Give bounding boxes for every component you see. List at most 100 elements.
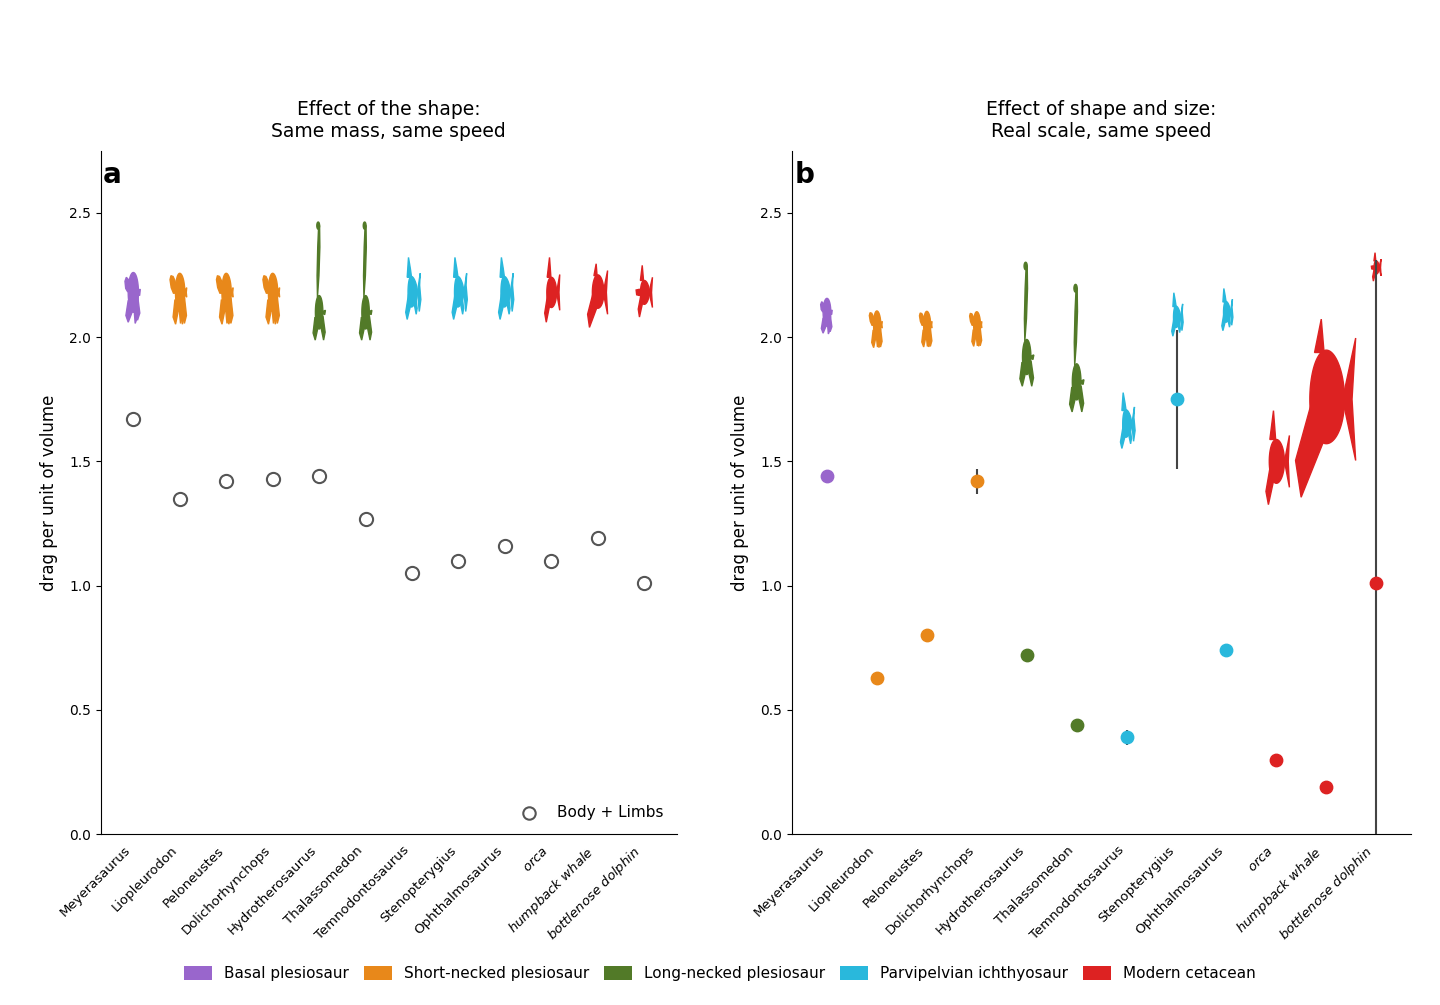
Polygon shape — [923, 312, 930, 338]
Polygon shape — [500, 257, 504, 277]
Polygon shape — [969, 314, 975, 326]
Polygon shape — [870, 313, 874, 326]
Polygon shape — [219, 299, 225, 325]
Polygon shape — [276, 287, 279, 297]
Polygon shape — [137, 298, 140, 321]
Polygon shape — [1174, 307, 1181, 328]
Point — [1215, 642, 1238, 658]
Polygon shape — [1296, 405, 1323, 497]
Polygon shape — [1374, 261, 1380, 274]
Point — [122, 411, 145, 427]
Polygon shape — [1223, 288, 1225, 303]
Polygon shape — [1269, 439, 1284, 483]
Polygon shape — [1181, 304, 1184, 331]
Polygon shape — [824, 298, 831, 327]
Polygon shape — [464, 273, 468, 312]
Polygon shape — [871, 330, 876, 348]
Polygon shape — [452, 294, 456, 320]
Polygon shape — [183, 298, 186, 324]
Point — [261, 470, 284, 486]
Polygon shape — [831, 311, 832, 315]
Polygon shape — [454, 257, 458, 277]
Point — [965, 473, 988, 489]
Polygon shape — [1031, 355, 1034, 360]
Polygon shape — [176, 273, 184, 312]
Polygon shape — [920, 313, 924, 326]
Polygon shape — [649, 277, 652, 308]
Polygon shape — [603, 270, 608, 315]
Point — [540, 553, 563, 569]
Polygon shape — [1123, 410, 1132, 437]
Polygon shape — [134, 300, 137, 324]
Polygon shape — [641, 280, 649, 305]
Polygon shape — [317, 225, 320, 297]
Polygon shape — [138, 289, 140, 295]
Point — [308, 468, 331, 484]
Polygon shape — [507, 295, 510, 315]
Polygon shape — [979, 329, 982, 346]
Polygon shape — [272, 299, 275, 324]
Polygon shape — [363, 225, 366, 297]
Polygon shape — [877, 330, 878, 347]
Title: Effect of the shape:
Same mass, same speed: Effect of the shape: Same mass, same spe… — [271, 99, 507, 141]
Y-axis label: drag per unit of volume: drag per unit of volume — [732, 394, 749, 591]
Polygon shape — [557, 274, 560, 311]
Polygon shape — [1224, 302, 1230, 323]
Point — [1165, 391, 1188, 407]
Polygon shape — [1372, 268, 1375, 281]
Polygon shape — [1172, 292, 1176, 307]
Polygon shape — [1284, 435, 1289, 487]
Polygon shape — [1122, 393, 1126, 410]
Polygon shape — [1120, 426, 1125, 448]
Point — [446, 553, 469, 569]
Polygon shape — [360, 317, 364, 340]
Polygon shape — [930, 322, 932, 328]
Polygon shape — [878, 329, 883, 347]
Polygon shape — [367, 317, 372, 340]
Polygon shape — [1132, 407, 1135, 441]
Point — [1264, 752, 1287, 768]
Polygon shape — [266, 299, 271, 325]
Polygon shape — [821, 302, 824, 312]
Polygon shape — [592, 274, 603, 309]
Polygon shape — [511, 273, 514, 312]
Polygon shape — [317, 222, 320, 229]
Polygon shape — [1074, 284, 1077, 292]
Point — [1365, 575, 1388, 591]
Polygon shape — [547, 277, 556, 308]
Text: b: b — [795, 161, 815, 189]
Polygon shape — [369, 311, 372, 315]
Polygon shape — [880, 322, 883, 329]
Polygon shape — [418, 273, 420, 312]
Title: Effect of shape and size:
Real scale, same speed: Effect of shape and size: Real scale, sa… — [986, 99, 1217, 141]
Polygon shape — [1380, 259, 1381, 275]
Polygon shape — [1266, 464, 1274, 505]
Polygon shape — [972, 330, 976, 347]
Polygon shape — [1070, 387, 1076, 412]
Polygon shape — [408, 276, 418, 307]
Polygon shape — [1270, 411, 1276, 439]
Polygon shape — [170, 275, 176, 293]
Polygon shape — [498, 294, 504, 320]
Polygon shape — [1178, 320, 1181, 333]
Point — [168, 490, 192, 507]
Polygon shape — [821, 318, 827, 333]
Polygon shape — [1074, 288, 1077, 366]
Polygon shape — [1374, 252, 1375, 261]
Polygon shape — [226, 299, 229, 324]
Polygon shape — [274, 299, 276, 325]
Polygon shape — [1024, 262, 1027, 269]
Polygon shape — [323, 311, 325, 315]
Polygon shape — [929, 329, 932, 347]
Polygon shape — [828, 318, 829, 334]
Polygon shape — [1079, 386, 1084, 412]
Polygon shape — [878, 330, 880, 348]
Polygon shape — [216, 275, 223, 293]
Polygon shape — [461, 295, 464, 315]
Polygon shape — [641, 265, 644, 280]
Polygon shape — [638, 294, 642, 317]
Polygon shape — [173, 299, 179, 325]
Point — [400, 565, 423, 581]
Polygon shape — [264, 275, 269, 293]
Polygon shape — [1172, 319, 1175, 337]
